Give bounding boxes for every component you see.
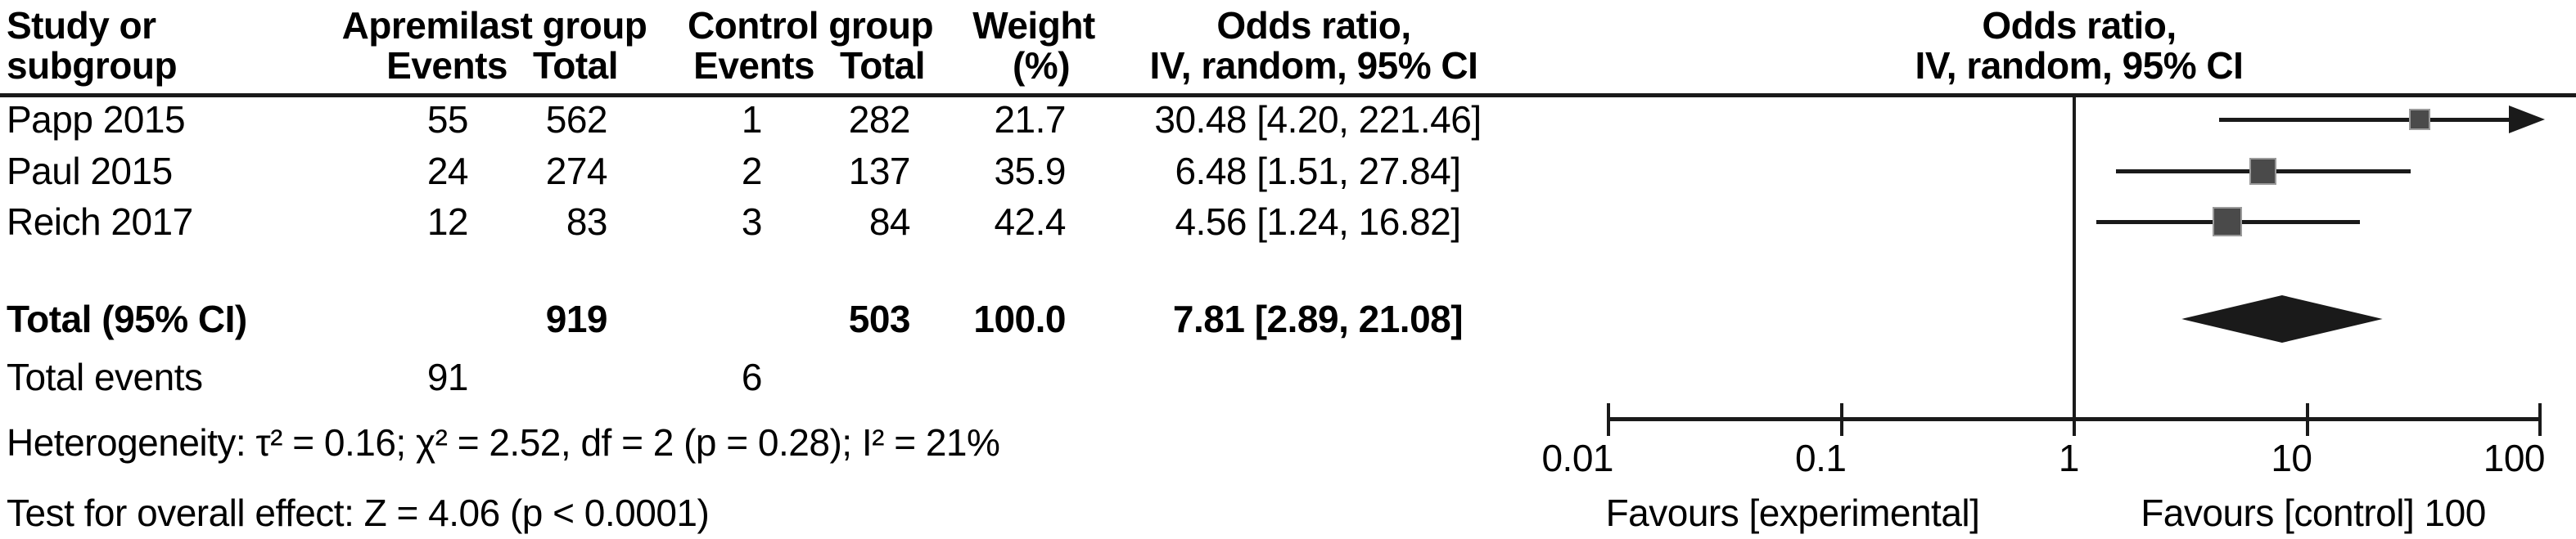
axis-tick xyxy=(2305,403,2309,436)
arrow-right-icon xyxy=(2509,106,2545,133)
axis-tick xyxy=(2073,403,2076,436)
or-ci-value: 6.48 [1.51, 27.84] xyxy=(1175,150,1461,192)
header-separator-line xyxy=(0,93,2576,97)
ctrl-events-value: 1 xyxy=(741,98,763,141)
exp-events-value: 24 xyxy=(426,150,469,192)
favours-control-label: Favours [control] 100 xyxy=(2141,492,2486,534)
exp-events-value: 12 xyxy=(426,200,469,243)
header-control-group: Control group xyxy=(687,4,934,47)
weight-value: 42.4 xyxy=(994,200,1066,243)
axis-tick-label: 10 xyxy=(2271,437,2312,479)
ctrl-events-value: 3 xyxy=(741,200,763,243)
axis-tick-label: 0.01 xyxy=(1541,437,1613,479)
axis-tick-label: 0.1 xyxy=(1795,437,1847,479)
header-or-column-line2: IV, random, 95% CI xyxy=(1149,44,1478,87)
header-experimental-group: Apremilast group xyxy=(341,4,647,47)
total-row-label: Total (95% CI) xyxy=(7,298,247,340)
total-or-ci: 7.81 [2.89, 21.08] xyxy=(1172,298,1464,340)
total-exp-total: 919 xyxy=(545,298,608,340)
weight-square-marker xyxy=(2249,157,2277,185)
ctrl-total-value: 137 xyxy=(848,150,911,192)
study-name: Paul 2015 xyxy=(7,150,173,192)
axis-tick-label: 100 xyxy=(2483,437,2546,479)
ctrl-total-value: 282 xyxy=(848,98,911,141)
header-weight-line1: Weight xyxy=(972,4,1095,47)
plot-header-line2: IV, random, 95% CI xyxy=(1915,44,2244,87)
total-events-ctrl-value: 6 xyxy=(741,356,763,398)
axis-tick-label: 1 xyxy=(2058,437,2080,479)
study-name: Reich 2017 xyxy=(7,200,193,243)
header-ctrl-events: Events xyxy=(693,44,814,87)
header-weight-line2: (%) xyxy=(1012,44,1071,87)
header-exp-total: Total xyxy=(533,44,618,87)
weight-square-marker xyxy=(2213,207,2243,236)
exp-total-value: 562 xyxy=(545,98,608,141)
axis-tick xyxy=(1839,403,1843,436)
or-ci-value: 30.48 [4.20, 221.46] xyxy=(1154,98,1482,141)
ci-line xyxy=(2219,118,2517,122)
exp-total-value: 83 xyxy=(566,200,608,243)
plot-header-line1: Odds ratio, xyxy=(1982,4,2177,47)
total-weight: 100.0 xyxy=(973,298,1066,340)
exp-events-value: 55 xyxy=(426,98,469,141)
heterogeneity-statistics: Heterogeneity: τ² = 0.16; χ² = 2.52, df … xyxy=(7,421,1000,464)
total-diamond-marker xyxy=(2181,295,2383,343)
axis-tick xyxy=(1607,403,1610,436)
study-name: Papp 2015 xyxy=(7,98,186,141)
overall-effect-test: Test for overall effect: Z = 4.06 (p < 0… xyxy=(7,492,710,534)
total-events-label: Total events xyxy=(7,356,203,398)
total-events-exp-value: 91 xyxy=(426,356,469,398)
favours-experimental-label: Favours [experimental] xyxy=(1605,492,1980,534)
header-exp-events: Events xyxy=(386,44,508,87)
header-or-column-line1: Odds ratio, xyxy=(1216,4,1411,47)
ctrl-events-value: 2 xyxy=(741,150,763,192)
axis-tick xyxy=(2538,403,2542,436)
weight-value: 35.9 xyxy=(994,150,1066,192)
ctrl-total-value: 84 xyxy=(868,200,911,243)
header-ctrl-total: Total xyxy=(840,44,925,87)
header-study-line1: Study or xyxy=(7,4,156,47)
header-study-line2: subgroup xyxy=(7,44,178,87)
weight-value: 21.7 xyxy=(994,98,1066,141)
or-ci-value: 4.56 [1.24, 16.82] xyxy=(1175,200,1461,243)
exp-total-value: 274 xyxy=(545,150,608,192)
null-effect-line xyxy=(2073,97,2076,435)
weight-square-marker xyxy=(2409,109,2431,130)
total-ctrl-total: 503 xyxy=(848,298,911,340)
